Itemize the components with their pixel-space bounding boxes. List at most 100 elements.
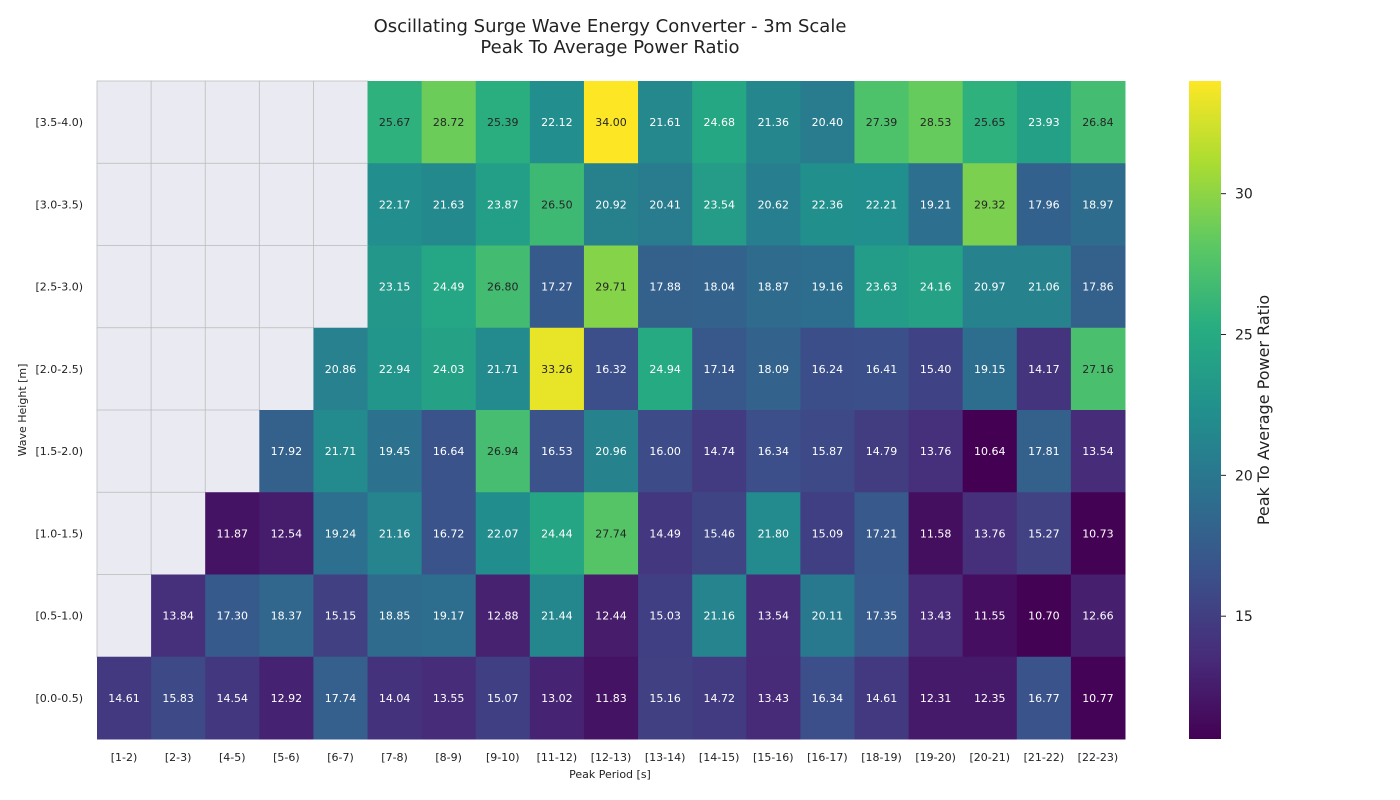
cell-value-label: 24.49	[433, 281, 465, 294]
x-axis-label: Peak Period [s]	[569, 768, 651, 781]
chart-title: Oscillating Surge Wave Energy Converter …	[374, 16, 847, 37]
cell-value-label: 27.16	[1082, 363, 1114, 376]
heatmap-cell	[367, 327, 423, 411]
colorbar-ticks: 15 20 25 30	[1221, 187, 1253, 625]
heatmap-cell	[259, 656, 314, 740]
cell-value-label: 13.43	[920, 610, 952, 623]
cell-value-label: 13.02	[541, 692, 573, 705]
y-tick-label: [3.0-3.5)	[35, 198, 83, 211]
cell-value-label: 10.64	[974, 445, 1006, 458]
cell-value-label: 14.61	[866, 692, 898, 705]
cell-value-label: 25.39	[487, 116, 519, 129]
cell-value-label: 22.17	[379, 198, 411, 211]
cell-value-label: 13.43	[758, 692, 790, 705]
cell-value-label: 20.62	[758, 198, 790, 211]
heatmap-cell	[475, 574, 531, 658]
cell-value-label: 23.54	[703, 198, 735, 211]
heatmap-cell	[529, 245, 585, 329]
heatmap-cell	[1070, 163, 1126, 246]
heatmap-cell	[962, 656, 1018, 740]
heatmap-cell	[854, 574, 910, 658]
heatmap-cell-empty	[150, 491, 207, 576]
heatmap-cell	[800, 245, 855, 329]
heatmap-cell	[421, 574, 477, 658]
cell-value-label: 16.77	[1028, 692, 1060, 705]
heatmap-cell-empty	[204, 245, 261, 329]
heatmap-cell	[746, 492, 801, 575]
heatmap-cell	[421, 656, 477, 740]
colorbar	[1189, 81, 1221, 739]
cell-value-label: 16.72	[433, 527, 465, 540]
y-tick-label: [0.0-0.5)	[35, 692, 83, 705]
heatmap-cell-empty	[204, 409, 261, 494]
heatmap-cell-empty	[204, 327, 261, 411]
heatmap-cell	[908, 163, 964, 246]
y-axis-ticks: [3.5-4.0) [3.0-3.5) [2.5-3.0) [2.0-2.5) [1.5…	[35, 116, 83, 705]
cell-value-label: 21.36	[758, 116, 790, 129]
heatmap-cell	[692, 327, 747, 411]
heatmap-cell-empty	[150, 162, 207, 247]
heatmap-cell	[583, 245, 639, 329]
cell-value-label: 18.37	[271, 610, 303, 623]
heatmap-cell	[475, 163, 531, 246]
cell-value-label: 26.84	[1082, 116, 1114, 129]
cell-value-label: 24.03	[433, 363, 465, 376]
x-tick-label: [16-17)	[807, 751, 848, 764]
heatmap-cell	[259, 492, 314, 575]
heatmap-cell	[854, 656, 910, 740]
heatmap-cell	[475, 245, 531, 329]
cell-value-label: 20.41	[649, 198, 681, 211]
cell-value-label: 15.15	[325, 610, 357, 623]
cell-value-label: 21.80	[758, 527, 790, 540]
cell-value-label: 22.07	[487, 527, 519, 540]
heatmap-cell	[908, 656, 964, 740]
x-tick-label: [1-2)	[111, 751, 138, 764]
heatmap-cell-empty	[150, 327, 207, 411]
cell-value-label: 27.74	[595, 527, 627, 540]
heatmap-cell	[1016, 163, 1072, 246]
cell-value-label: 21.16	[703, 610, 735, 623]
heatmap-cell	[746, 574, 801, 658]
heatmap-cell-empty	[96, 327, 153, 411]
cell-value-label: 20.11	[812, 610, 844, 623]
heatmap-cell	[854, 410, 910, 493]
heatmap-cell	[638, 245, 693, 329]
cell-value-label: 15.87	[812, 445, 844, 458]
cell-value-label: 12.44	[595, 610, 627, 623]
cell-value-label: 14.61	[108, 692, 140, 705]
heatmap-cell	[638, 574, 693, 658]
cell-value-label: 24.16	[920, 281, 952, 294]
cell-value-label: 26.94	[487, 445, 519, 458]
heatmap-cell	[583, 81, 639, 164]
cell-value-label: 17.21	[866, 527, 898, 540]
heatmap-cell	[529, 327, 585, 411]
heatmap-cell-empty	[258, 80, 315, 165]
cell-value-label: 22.94	[379, 363, 411, 376]
cell-value-label: 15.83	[162, 692, 194, 705]
heatmap-cell	[205, 492, 260, 575]
cell-value-label: 34.00	[595, 116, 627, 129]
cell-value-label: 16.53	[541, 445, 573, 458]
heatmap-cell	[475, 656, 531, 740]
heatmap-cell-empty	[96, 162, 153, 247]
y-tick-label: [1.5-2.0)	[35, 445, 83, 458]
cell-value-label: 28.72	[433, 116, 465, 129]
cell-value-label: 16.32	[595, 363, 627, 376]
x-tick-label: [8-9)	[435, 751, 462, 764]
cell-value-label: 15.27	[1028, 527, 1060, 540]
cell-value-label: 12.31	[920, 692, 952, 705]
cell-value-label: 17.30	[217, 610, 249, 623]
cell-value-label: 11.55	[974, 610, 1006, 623]
heatmap-cell-empty	[150, 409, 207, 494]
heatmap-cell	[1016, 81, 1072, 164]
heatmap-cell	[962, 163, 1018, 246]
heatmap-cell	[1070, 245, 1126, 329]
cell-value-label: 21.61	[649, 116, 681, 129]
cell-value-label: 10.70	[1028, 610, 1060, 623]
cell-value-label: 20.96	[595, 445, 627, 458]
cell-value-label: 14.74	[703, 445, 735, 458]
x-tick-label: [13-14)	[645, 751, 686, 764]
cell-value-label: 15.09	[812, 527, 844, 540]
x-tick-label: [7-8)	[381, 751, 408, 764]
